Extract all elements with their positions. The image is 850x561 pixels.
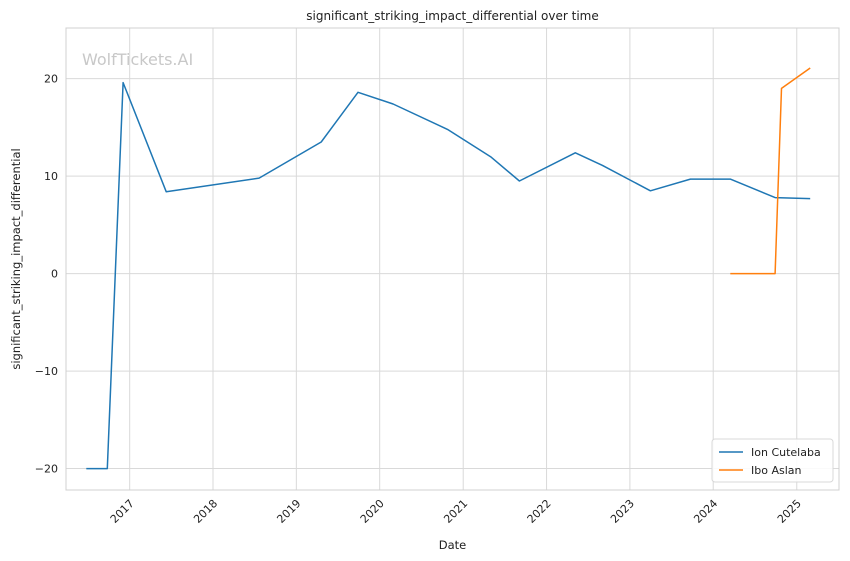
watermark: WolfTickets.AI — [82, 50, 193, 69]
x-tick-label: 2025 — [775, 497, 804, 526]
y-tick-label: 0 — [51, 268, 58, 281]
y-tick-label: 10 — [44, 170, 58, 183]
x-tick-label: 2024 — [691, 497, 720, 526]
x-tick-labels: 2017 2018 2019 2020 2021 2022 2023 2024 2025 — [108, 497, 804, 526]
x-tick-label: 2019 — [274, 497, 303, 526]
x-tick-label: 2017 — [108, 497, 137, 526]
x-tick-label: 2022 — [525, 497, 554, 526]
chart-title: significant_striking_impact_differential… — [306, 9, 598, 23]
x-axis-label: Date — [439, 538, 467, 552]
series-lines — [86, 67, 811, 470]
grid-lines — [66, 28, 839, 490]
legend: Ion Cutelaba Ibo Aslan — [711, 438, 834, 483]
legend-label-ion-cutelaba: Ion Cutelaba — [751, 446, 821, 459]
x-tick-label: 2018 — [191, 497, 220, 526]
plot-frame — [65, 27, 840, 491]
series-line-ion-cutelaba — [86, 81, 811, 470]
y-tick-labels: −20 −10 0 10 20 — [35, 73, 58, 476]
legend-box — [711, 438, 834, 483]
y-tick-label: −10 — [35, 365, 58, 378]
series-line-ibo-aslan — [730, 67, 811, 275]
y-axis-label: significant_striking_impact_differential — [9, 148, 23, 369]
x-tick-label: 2020 — [358, 497, 387, 526]
legend-label-ibo-aslan: Ibo Aslan — [751, 464, 802, 477]
y-tick-label: −20 — [35, 463, 58, 476]
y-tick-label: 20 — [44, 73, 58, 86]
x-tick-label: 2023 — [608, 497, 637, 526]
x-tick-label: 2021 — [441, 497, 470, 526]
